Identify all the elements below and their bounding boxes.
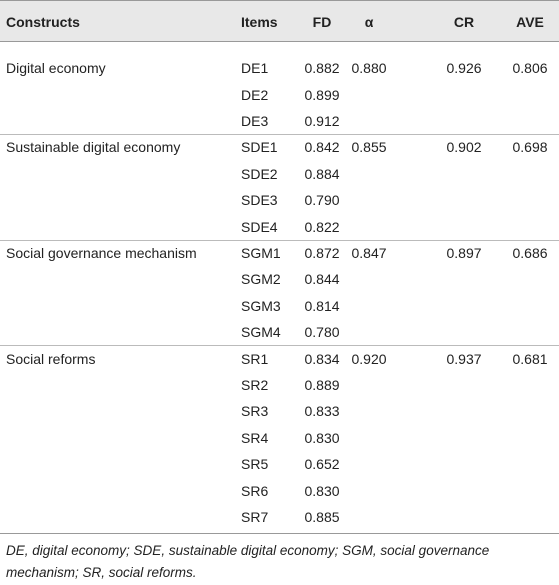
item-id: SR4 (241, 429, 269, 446)
item-id: DE3 (241, 113, 269, 129)
item-id: SR5 (241, 456, 269, 473)
fd: 0.790 (304, 192, 340, 209)
fd: 0.842 (304, 139, 340, 156)
ave: 0.698 (512, 139, 548, 156)
fd: 0.882 (304, 60, 340, 77)
fd: 0.830 (304, 429, 340, 446)
construct: Digital economy (6, 60, 106, 77)
cr: 0.897 (446, 245, 482, 261)
item-id: DE1 (241, 60, 269, 77)
item-id: SDE2 (241, 165, 278, 182)
fd: 0.844 (304, 271, 340, 288)
cr: 0.926 (446, 60, 482, 77)
item-id: SR6 (241, 482, 269, 499)
item-id: SGM2 (241, 271, 281, 288)
construct: Social reforms (6, 350, 96, 367)
fd: 0.652 (304, 456, 340, 473)
row-separator (0, 533, 559, 535)
row-separator (0, 239, 559, 241)
item-id: SDE4 (241, 218, 278, 235)
cr: 0.937 (446, 350, 482, 367)
item-id: SGM4 (241, 324, 281, 341)
ave: 0.681 (512, 350, 548, 367)
item-id: SR7 (241, 509, 269, 525)
column-header: α (364, 14, 374, 30)
fd: 0.822 (304, 218, 340, 235)
column-header: Constructs (6, 14, 80, 30)
fd: 0.884 (304, 165, 340, 182)
item-id: DE2 (241, 86, 269, 103)
item-id: SR3 (241, 403, 269, 420)
ave: 0.686 (512, 245, 548, 261)
header-row: Constructs Items FD α CR AVE (0, 0, 559, 42)
item-id: SGM1 (241, 245, 281, 261)
item-id: SR2 (241, 377, 269, 393)
row-separator (0, 134, 559, 136)
alpha: 0.847 (351, 245, 387, 261)
alpha: 0.920 (351, 350, 387, 367)
fd: 0.833 (304, 403, 340, 420)
item-id: SDE1 (241, 139, 278, 156)
row-separator (0, 345, 559, 347)
fd: 0.834 (304, 350, 340, 367)
column-header: AVE (516, 14, 544, 30)
ave: 0.806 (512, 60, 548, 77)
column-header: Items (241, 14, 278, 30)
fd: 0.780 (304, 324, 340, 341)
fd: 0.814 (304, 297, 340, 314)
construct: Social governance mechanism (6, 245, 197, 261)
construct: Sustainable digital economy (6, 139, 181, 156)
fd: 0.899 (304, 86, 340, 103)
fd: 0.830 (304, 482, 340, 499)
fd: 0.912 (304, 113, 340, 129)
item-id: SR1 (241, 350, 269, 367)
fd: 0.885 (304, 509, 340, 525)
alpha: 0.855 (351, 139, 387, 156)
column-header: CR (453, 14, 475, 30)
item-id: SGM3 (241, 297, 281, 314)
footnote: DE, digital economy; SDE, sustainable di… (6, 543, 490, 580)
item-id: SDE3 (241, 192, 278, 209)
column-header: FD (312, 14, 332, 30)
alpha: 0.880 (351, 60, 387, 77)
fd: 0.889 (304, 377, 340, 393)
cr: 0.902 (446, 139, 482, 156)
fd: 0.872 (304, 245, 340, 261)
